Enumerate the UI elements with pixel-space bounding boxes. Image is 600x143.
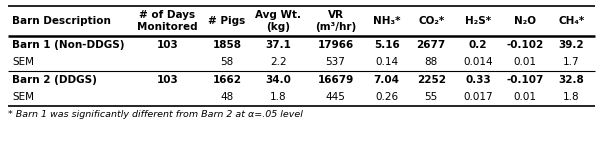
Text: 5.16: 5.16	[374, 40, 400, 50]
Text: CH₄*: CH₄*	[559, 16, 585, 26]
Text: VR
(m³/hr): VR (m³/hr)	[315, 10, 356, 32]
Text: 0.01: 0.01	[514, 92, 536, 102]
Text: 37.1: 37.1	[265, 40, 291, 50]
Text: 32.8: 32.8	[559, 75, 584, 85]
Text: SEM: SEM	[12, 92, 34, 102]
Text: Barn 2 (DDGS): Barn 2 (DDGS)	[12, 75, 97, 85]
Text: 103: 103	[157, 40, 178, 50]
Text: 0.2: 0.2	[469, 40, 487, 50]
Text: 0.33: 0.33	[465, 75, 491, 85]
Text: 7.04: 7.04	[374, 75, 400, 85]
Text: 0.01: 0.01	[514, 57, 536, 67]
Text: * Barn 1 was significantly different from Barn 2 at α=.05 level: * Barn 1 was significantly different fro…	[8, 110, 303, 119]
Text: # of Days
Monitored: # of Days Monitored	[137, 10, 198, 32]
Text: 1858: 1858	[212, 40, 242, 50]
Text: 2252: 2252	[417, 75, 446, 85]
Text: Avg Wt.
(kg): Avg Wt. (kg)	[255, 10, 301, 32]
Text: 1.7: 1.7	[563, 57, 580, 67]
Text: -0.107: -0.107	[506, 75, 544, 85]
Text: N₂O: N₂O	[514, 16, 536, 26]
Text: 1.8: 1.8	[563, 92, 580, 102]
Text: 55: 55	[425, 92, 438, 102]
Text: 1662: 1662	[212, 75, 242, 85]
Text: CO₂*: CO₂*	[418, 16, 445, 26]
Text: 103: 103	[157, 75, 178, 85]
Text: 39.2: 39.2	[559, 40, 584, 50]
Text: H₂S*: H₂S*	[465, 16, 491, 26]
Text: 17966: 17966	[317, 40, 353, 50]
Text: 445: 445	[326, 92, 346, 102]
Text: 0.26: 0.26	[375, 92, 398, 102]
Text: 0.017: 0.017	[463, 92, 493, 102]
Text: 16679: 16679	[317, 75, 353, 85]
Text: 1.8: 1.8	[270, 92, 286, 102]
Text: SEM: SEM	[12, 57, 34, 67]
Text: 58: 58	[220, 57, 233, 67]
Text: 88: 88	[425, 57, 438, 67]
Text: 0.014: 0.014	[463, 57, 493, 67]
Text: 2677: 2677	[416, 40, 446, 50]
Text: -0.102: -0.102	[506, 40, 544, 50]
Text: Barn 1 (Non-DDGS): Barn 1 (Non-DDGS)	[12, 40, 125, 50]
Text: 2.2: 2.2	[270, 57, 286, 67]
Text: 537: 537	[326, 57, 346, 67]
Text: # Pigs: # Pigs	[208, 16, 245, 26]
Text: 0.14: 0.14	[375, 57, 398, 67]
Text: Barn Description: Barn Description	[12, 16, 111, 26]
Text: 34.0: 34.0	[265, 75, 291, 85]
Text: 48: 48	[220, 92, 233, 102]
Text: NH₃*: NH₃*	[373, 16, 400, 26]
